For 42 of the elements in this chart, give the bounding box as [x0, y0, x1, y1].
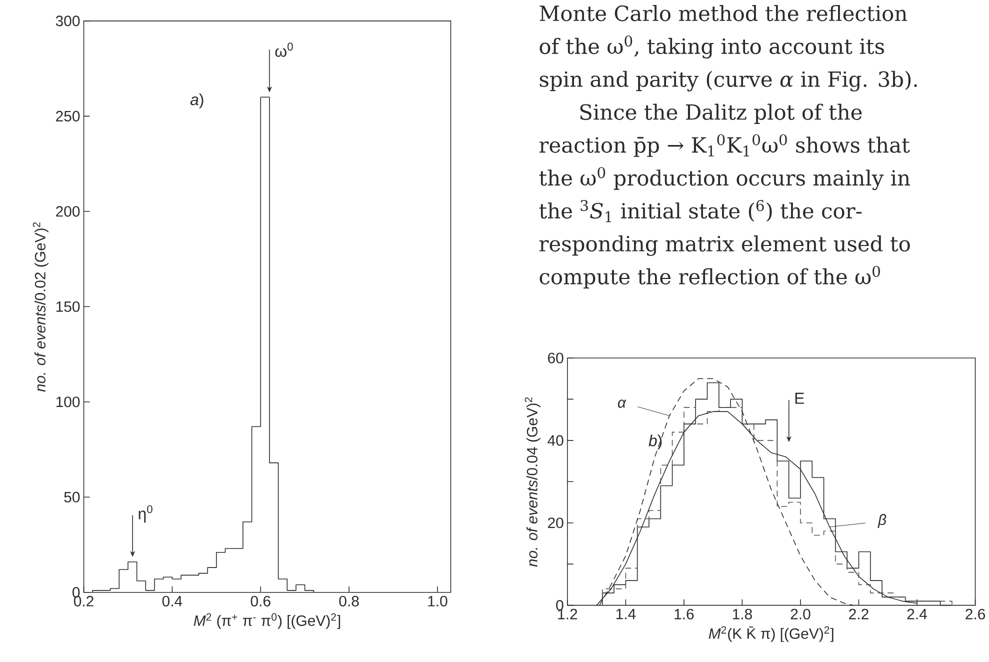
y-tick-label: 20	[548, 518, 564, 528]
annotation: ω$^{0}$	[275, 42, 293, 57]
text: spin and parity (curve α in Fig. 3b).	[540, 70, 917, 92]
text: the $^{3}$S$_{1}$ initial state ($^{6}$) the cor-	[539, 200, 862, 222]
y-tick-label: 50	[64, 492, 80, 502]
y-tick-label: 200	[56, 206, 80, 217]
annotation: E	[795, 392, 804, 404]
annotation: η$^{0}$	[138, 505, 152, 523]
x-tick-label: 1.0	[428, 596, 448, 606]
text: compute the reflection of the ω$^{0}$	[540, 266, 880, 288]
y-tick-label: 100	[56, 396, 80, 408]
x-tick-label: 1.8	[732, 608, 752, 620]
y-axis-title: no. of events/0.02 (GeV)$^{2}$	[32, 222, 48, 392]
annotation: b)	[648, 434, 662, 450]
x-tick-label: 2.2	[849, 608, 868, 620]
text: Since the Dalitz plot of the	[580, 104, 862, 124]
x-tick-label: 1.2	[558, 608, 578, 620]
x-tick-label: 0.6	[250, 596, 270, 606]
text: Monte Carlo method the reflection	[540, 4, 908, 22]
text: M$^{2}$ (π$^{+}$ π$^{-}$ π$^{0}$) [(GeV)$^{2}$]	[194, 613, 340, 629]
x-tick-label: 0.8	[339, 596, 359, 606]
x-tick-label: 2.6	[966, 608, 986, 620]
x-tick-label: 1.4	[616, 608, 636, 620]
x-tick-label: 0.2	[74, 596, 94, 606]
legend-label: β	[878, 514, 886, 528]
y-tick-label: 150	[56, 301, 80, 312]
text: reaction p̄p → K$_{1}$$^{0}$K$_{1}$$^{0}$ω$^{0}$ shows that	[539, 134, 910, 157]
y-tick-label: 40	[548, 435, 564, 446]
x-tick-label: 2.0	[790, 608, 810, 620]
annotation: a)	[190, 93, 204, 108]
text: of the ω$^{0}$, taking into account its	[540, 35, 884, 58]
y-tick-label: 60	[548, 352, 564, 364]
text: the ω$^{0}$ production occurs mainly in	[539, 167, 910, 190]
y-tick-label: 250	[56, 110, 80, 122]
text: responding matrix element used to	[539, 235, 910, 256]
x-tick-label: 0.4	[162, 596, 182, 606]
text: α	[618, 400, 626, 408]
x-tick-label: 2.4	[907, 608, 927, 620]
y-axis-title: no. of events/0.04 (GeV)$^{2}$	[524, 397, 540, 567]
y-tick-label: 300	[56, 16, 80, 26]
x-axis-title: M$^{2}$(K K̄ π) [(GeV)$^{2}$]	[708, 626, 834, 642]
x-tick-label: 1.6	[674, 608, 694, 620]
